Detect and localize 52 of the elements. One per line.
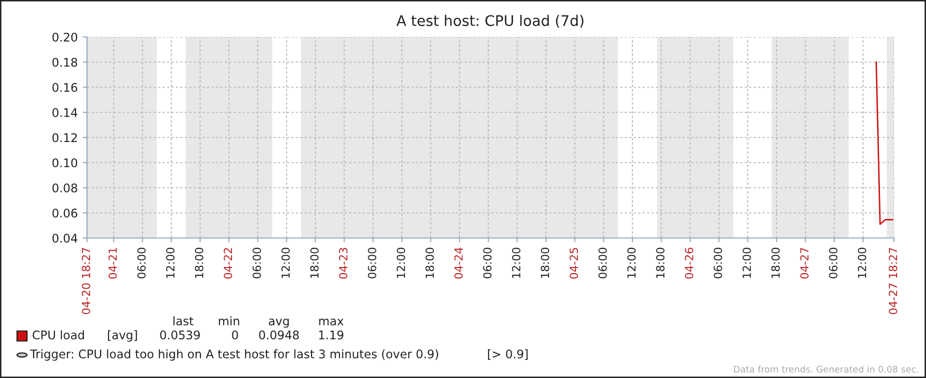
y-tick-label: 0.20 bbox=[52, 32, 78, 42]
x-tick-label: 06:00 bbox=[137, 248, 146, 278]
x-tick-label: 18:00 bbox=[540, 248, 550, 278]
x-tick-label: 04-21 bbox=[108, 248, 117, 279]
x-tick-label: 12:00 bbox=[742, 248, 751, 278]
text: [> 0.9] bbox=[488, 349, 528, 360]
x-tick-label: 18:00 bbox=[194, 248, 204, 278]
x-tick-label: 04-27 18:27 bbox=[888, 248, 898, 314]
text: Trigger: CPU load too high on A test host for last 3 minutes (over 0.9) bbox=[30, 349, 438, 361]
x-tick-label: 04-26 bbox=[684, 248, 694, 279]
x-tick-label: 06:00 bbox=[829, 248, 838, 278]
x-tick-label: 12:00 bbox=[166, 248, 175, 278]
text: 0.0539 bbox=[160, 330, 200, 340]
legend-label: CPU load bbox=[32, 330, 84, 340]
chart-title: A test host: CPU load (7d) bbox=[396, 14, 584, 28]
x-tick-label: 18:00 bbox=[310, 248, 319, 278]
y-tick-label: 0.18 bbox=[52, 58, 78, 67]
text: Data from trends. Generated in 0.08 sec. bbox=[734, 366, 918, 373]
x-tick-label: 04-22 bbox=[224, 248, 232, 279]
y-tick-label: 0.16 bbox=[52, 82, 78, 92]
x-tick-label: 06:00 bbox=[598, 248, 607, 278]
x-tick-label: 06:00 bbox=[483, 248, 492, 278]
y-tick-label: 0.12 bbox=[52, 133, 77, 142]
text: last bbox=[173, 316, 194, 326]
x-tick-label: 04-27 bbox=[800, 248, 809, 279]
x-tick-label: 04-23 bbox=[339, 248, 348, 279]
text: 0 bbox=[232, 330, 238, 340]
y-tick-label: 0.10 bbox=[52, 158, 78, 168]
text: avg bbox=[268, 318, 289, 328]
x-tick-label: 12:00 bbox=[627, 248, 636, 278]
text: 1.19 bbox=[319, 330, 344, 340]
text: max bbox=[319, 318, 344, 326]
x-tick-label: 06:00 bbox=[714, 248, 722, 278]
text: min bbox=[218, 316, 240, 326]
text: 0.0948 bbox=[259, 330, 299, 340]
y-tick-label: 0.14 bbox=[52, 108, 78, 118]
x-tick-label: 18:00 bbox=[426, 248, 434, 278]
text: [avg] bbox=[108, 330, 137, 342]
x-tick-label: 12:00 bbox=[281, 248, 290, 278]
y-tick-label: 0.04 bbox=[52, 234, 78, 243]
x-tick-label: 12:00 bbox=[858, 248, 866, 278]
x-tick-label: 04-24 bbox=[454, 248, 463, 279]
x-tick-label: 06:00 bbox=[368, 248, 376, 278]
x-tick-label: 04-25 bbox=[570, 248, 578, 279]
y-tick-label: 0.08 bbox=[52, 183, 78, 192]
x-tick-label: 12:00 bbox=[512, 248, 520, 278]
x-tick-label: 04-20 18:27 bbox=[82, 248, 90, 314]
x-tick-label: 12:00 bbox=[396, 248, 406, 278]
x-tick-label: 06:00 bbox=[252, 248, 261, 278]
x-tick-label: 18:00 bbox=[771, 248, 780, 278]
x-tick-label: 18:00 bbox=[656, 248, 664, 278]
y-tick-label: 0.06 bbox=[52, 208, 78, 218]
